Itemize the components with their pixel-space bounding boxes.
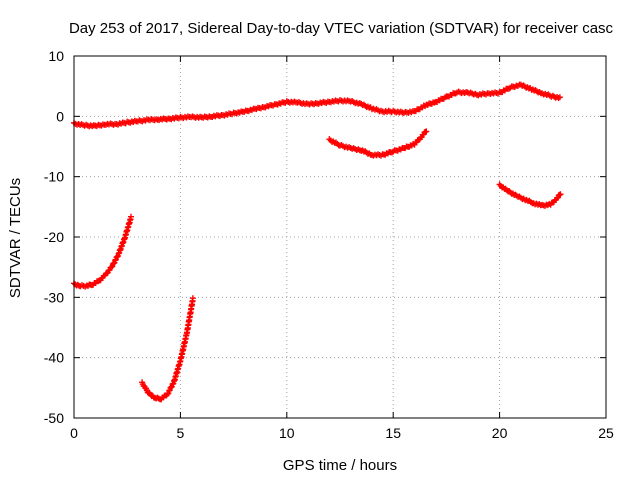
- grid: [74, 56, 606, 418]
- x-tick-label: 10: [279, 425, 295, 441]
- y-tick-label: -10: [44, 169, 64, 185]
- series-arc-4: [496, 181, 564, 209]
- x-axis-label: GPS time / hours: [283, 457, 397, 474]
- y-tick-label: -30: [44, 289, 64, 305]
- data-point: [556, 94, 563, 101]
- y-tick-label: 10: [48, 48, 64, 64]
- y-tick-label: -50: [44, 410, 64, 426]
- axis-ticks: 0 5 10 15 20 25 -50 -40 -30 -20 -10 0 10: [44, 48, 614, 441]
- x-tick-label: 15: [385, 425, 401, 441]
- chart-title: Day 253 of 2017, Sidereal Day-to-day VTE…: [69, 20, 614, 37]
- data-layer: [71, 81, 564, 403]
- series-baseline: [71, 81, 563, 130]
- x-tick-label: 0: [70, 425, 78, 441]
- data-point: [108, 264, 115, 271]
- data-point: [557, 191, 564, 198]
- data-point: [189, 295, 196, 302]
- x-tick-label: 5: [177, 425, 185, 441]
- x-tick-label: 20: [492, 425, 508, 441]
- y-tick-label: 0: [56, 108, 64, 124]
- data-point: [128, 213, 134, 220]
- y-tick-label: -40: [44, 350, 64, 366]
- data-point: [423, 128, 430, 135]
- y-axis-label: SDTVAR / TECUs: [7, 178, 24, 298]
- x-tick-label: 25: [598, 425, 614, 441]
- series-arc-3: [326, 128, 430, 159]
- y-tick-label: -20: [44, 229, 64, 245]
- series-arc-2: [139, 295, 196, 403]
